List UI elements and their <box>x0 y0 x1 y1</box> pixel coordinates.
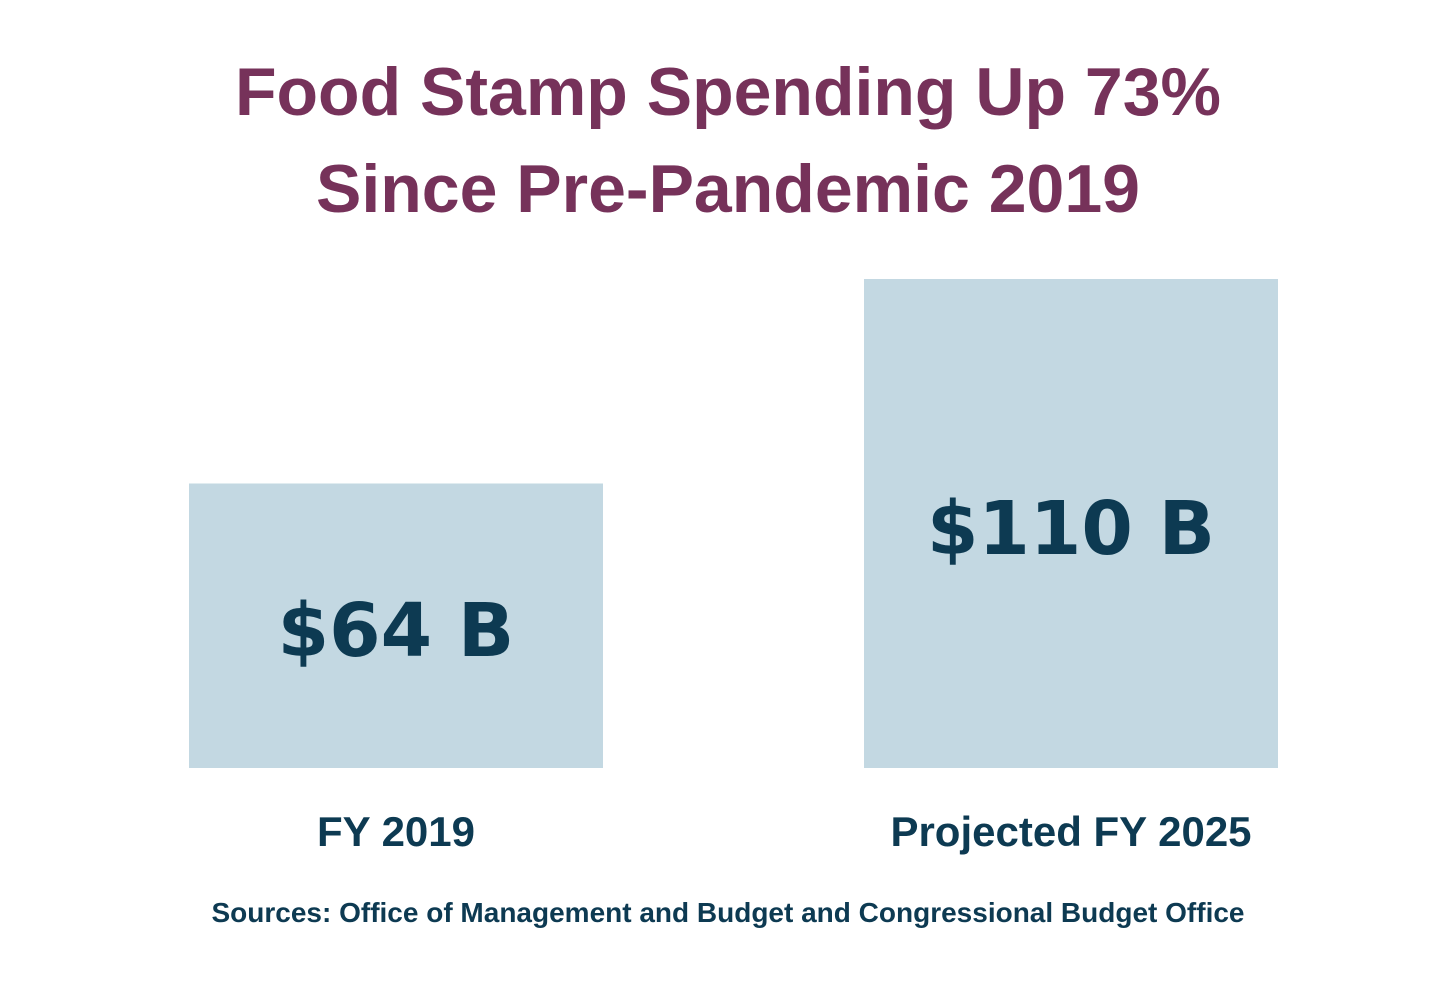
bar-1 <box>189 483 603 768</box>
sources-note: Sources: Office of Management and Budget… <box>211 897 1245 928</box>
category-label-1: FY 2019 <box>317 808 475 855</box>
bar-2 <box>864 279 1278 768</box>
category-label-2: Projected FY 2025 <box>890 808 1251 855</box>
chart-title-line-1: Food Stamp Spending Up 73% <box>234 54 1222 130</box>
bar-value-label-2: $110 B <box>927 486 1215 572</box>
chart-title-line-2: Since Pre-Pandemic 2019 <box>315 151 1140 227</box>
bar-value-label-1: $64 B <box>278 588 515 674</box>
